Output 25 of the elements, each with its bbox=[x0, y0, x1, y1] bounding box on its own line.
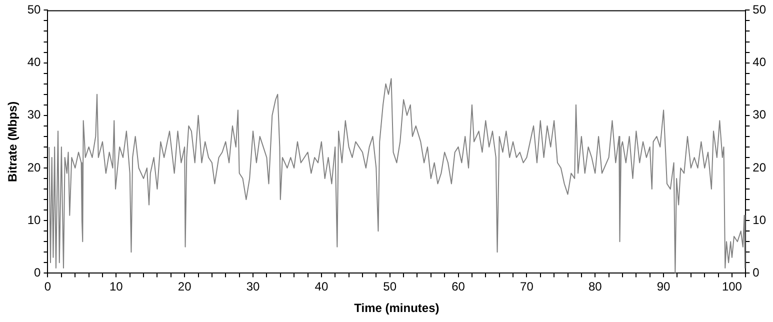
x-tick-label: 60 bbox=[452, 280, 466, 294]
x-tick-label: 30 bbox=[246, 280, 260, 294]
y2-tick-label: 50 bbox=[752, 2, 766, 17]
x-tick-label: 90 bbox=[656, 280, 671, 294]
y-tick-label: 50 bbox=[27, 2, 42, 17]
y2-tick-label: 30 bbox=[752, 108, 766, 122]
y-tick-label: 10 bbox=[27, 212, 42, 227]
y-tick-label: 30 bbox=[27, 108, 42, 122]
x-tick-label: 50 bbox=[383, 280, 397, 294]
y2-tick-label: 10 bbox=[752, 212, 766, 227]
x-tick-label: 70 bbox=[520, 280, 534, 294]
y2-tick-label: 20 bbox=[752, 160, 766, 174]
x-axis-title: Time (minutes) bbox=[354, 301, 440, 316]
y-tick-label: 20 bbox=[27, 160, 42, 174]
y-tick-label: 0 bbox=[34, 266, 42, 280]
x-tick-label: 10 bbox=[109, 280, 124, 294]
x-tick-label: 80 bbox=[588, 280, 602, 294]
x-tick-label: 40 bbox=[314, 280, 328, 294]
y-axis-title: Bitrate (Mbps) bbox=[6, 101, 20, 182]
x-tick-label: 0 bbox=[44, 280, 52, 294]
y-tick-label: 40 bbox=[27, 55, 42, 70]
x-tick-label: 100 bbox=[722, 280, 742, 294]
x-tick-label: 20 bbox=[178, 280, 192, 294]
y2-tick-label: 0 bbox=[752, 266, 760, 280]
y2-tick-label: 40 bbox=[752, 55, 766, 70]
